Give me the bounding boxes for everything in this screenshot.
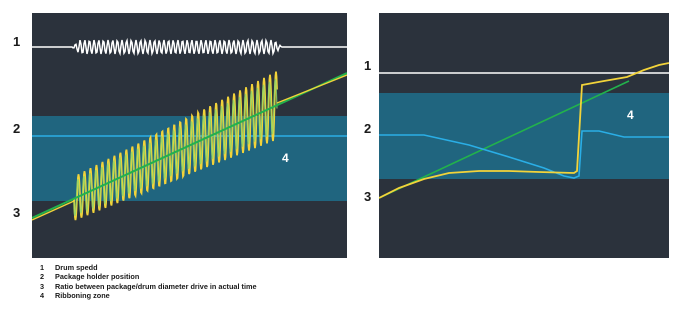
right-zone-label: 4 (627, 108, 634, 122)
left-chart-panel: 4 (32, 13, 347, 258)
legend-number: 4 (40, 290, 45, 300)
ratio-trend-line-yellow-end (276, 74, 347, 104)
left-marker-2: 2 (13, 121, 21, 136)
legend-text: Drum spedd (55, 263, 98, 272)
legend-item: 2 Package holder position (40, 272, 257, 281)
left-zone-label: 4 (282, 151, 289, 165)
right-chart-panel: 4 (379, 13, 669, 258)
holder-position-line-right (379, 130, 669, 179)
ratio-oscillation-green (73, 78, 278, 216)
legend-item: 4 Ribboning zone (40, 291, 257, 300)
legend-number: 2 (40, 272, 45, 282)
ribboning-zone-band-right (379, 93, 669, 179)
legend-text: Ratio between package/drum diameter driv… (55, 281, 257, 291)
right-chart-svg (379, 62, 669, 199)
legend-number: 1 (40, 263, 45, 272)
right-marker-2: 2 (364, 121, 372, 136)
ratio-trend-line-right (379, 80, 630, 199)
legend-item: 1 Drum spedd (40, 263, 257, 272)
ratio-trend-line (32, 72, 347, 219)
legend-item: 3 Ratio between package/drum diameter dri… (40, 282, 257, 291)
drum-speed-line (32, 37, 347, 57)
legend-number: 3 (40, 281, 45, 291)
left-chart-svg (32, 37, 347, 221)
legend-text: Package holder position (55, 272, 140, 282)
ratio-line-right (379, 62, 669, 199)
legend-text: Ribboning zone (55, 290, 110, 300)
legend: 1 Drum spedd 2 Package holder position 3 Ra… (40, 263, 257, 300)
left-marker-1: 1 (13, 34, 21, 49)
right-marker-1: 1 (364, 58, 372, 73)
ratio-trend-line-yellow (32, 200, 75, 221)
left-marker-3: 3 (13, 205, 21, 220)
right-marker-3: 3 (364, 189, 372, 204)
